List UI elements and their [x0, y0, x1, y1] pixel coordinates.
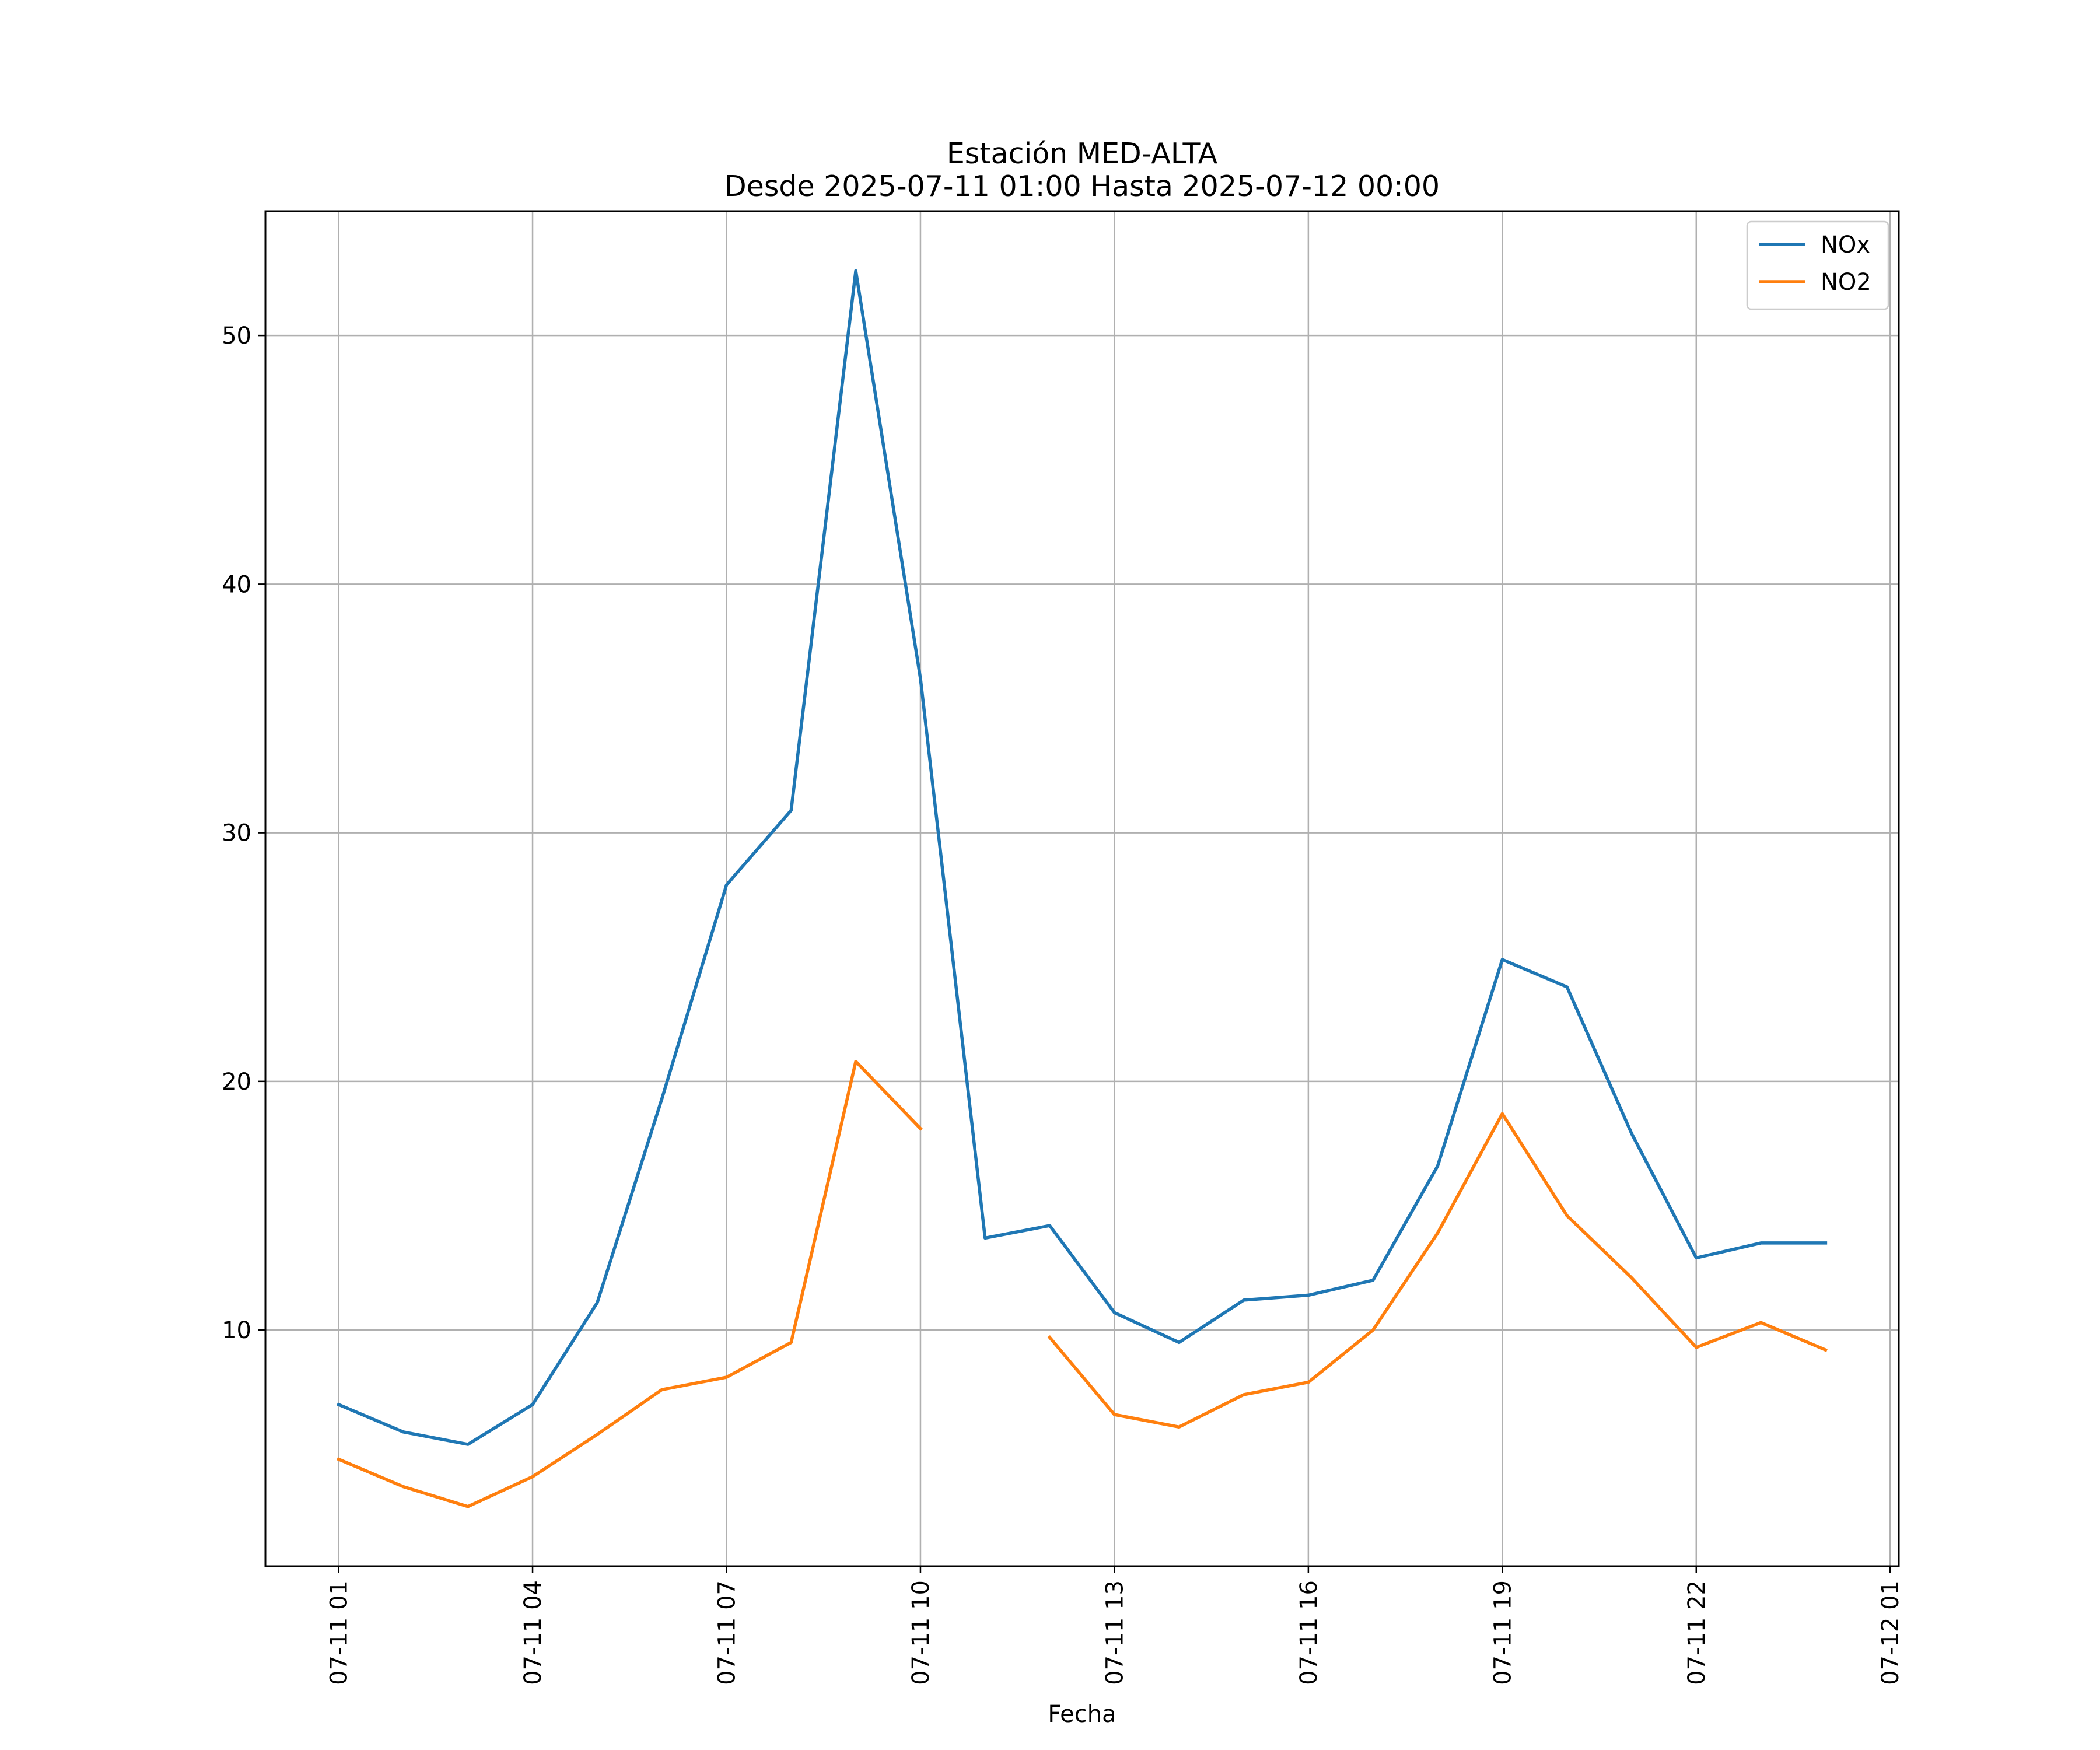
- y-tick-label: 10: [222, 1317, 251, 1344]
- plot-frame: [264, 210, 1900, 1567]
- x-tick-label: 07-11 07: [714, 1580, 741, 1685]
- x-tick-label: 07-11 10: [908, 1580, 935, 1685]
- grid-lines: [265, 211, 1899, 1566]
- x-tick-label: 07-11 04: [520, 1580, 547, 1685]
- x-tick-label: 07-12 01: [1877, 1580, 1904, 1685]
- chart-subtitle: Desde 2025-07-11 01:00 Hasta 2025-07-12 …: [724, 170, 1440, 203]
- y-tick-label: 20: [222, 1069, 251, 1096]
- legend: NOx NO2: [1746, 220, 1889, 310]
- x-axis-label: Fecha: [1048, 1701, 1116, 1728]
- axis-ticks: 07-11 01 07-11 04 07-11 07 07-11 10 07-11 13…: [222, 323, 1904, 1685]
- series-line-nox: [336, 269, 1828, 1446]
- y-tick-label: 30: [222, 820, 251, 847]
- series-lines: [336, 269, 1828, 1508]
- chart-title: Estación MED-ALTA: [947, 137, 1218, 170]
- y-tick-label: 50: [222, 323, 251, 349]
- x-tick-label: 07-11 22: [1684, 1580, 1710, 1685]
- x-tick-label: 07-11 19: [1489, 1580, 1516, 1685]
- legend-label-no2: NO2: [1821, 269, 1871, 296]
- x-tick-label: 07-11 01: [326, 1580, 353, 1685]
- series-line-no2: [336, 1059, 1828, 1508]
- x-tick-label: 07-11 16: [1296, 1580, 1322, 1685]
- y-tick-label: 40: [222, 571, 251, 598]
- legend-label-nox: NOx: [1821, 232, 1870, 258]
- x-tick-label: 07-11 13: [1101, 1580, 1128, 1685]
